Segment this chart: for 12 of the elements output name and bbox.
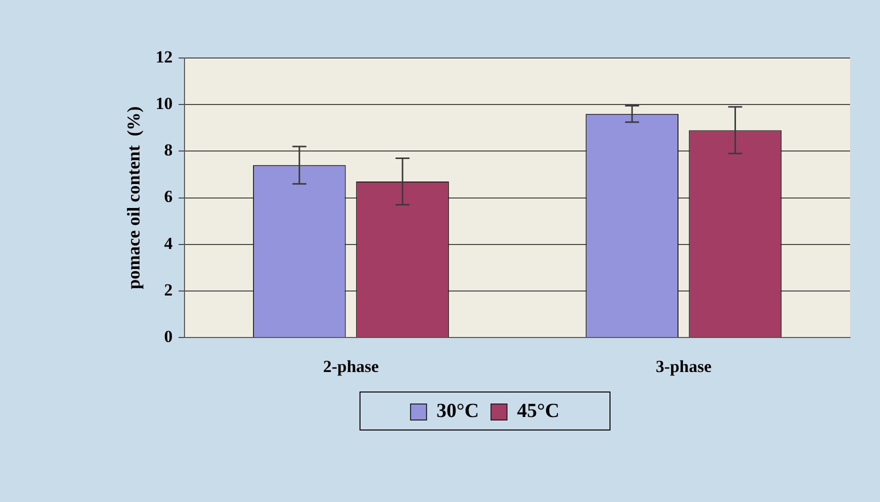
y-tick-label: 10 <box>156 94 173 113</box>
y-tick-label: 12 <box>156 47 173 66</box>
x-tick-label: 3-phase <box>656 357 712 376</box>
y-tick-label: 0 <box>164 326 173 346</box>
legend-label: 45°C <box>517 400 560 422</box>
y-tick-label: 8 <box>164 140 173 160</box>
y-axis-title: pomace oil content (%) <box>123 106 144 290</box>
y-tick-label: 4 <box>164 234 174 253</box>
legend-label: 30°C <box>436 400 480 422</box>
y-tick-label: 2 <box>164 280 173 300</box>
y-tick-label: 6 <box>164 187 173 206</box>
x-tick-label: 2-phase <box>323 357 380 376</box>
